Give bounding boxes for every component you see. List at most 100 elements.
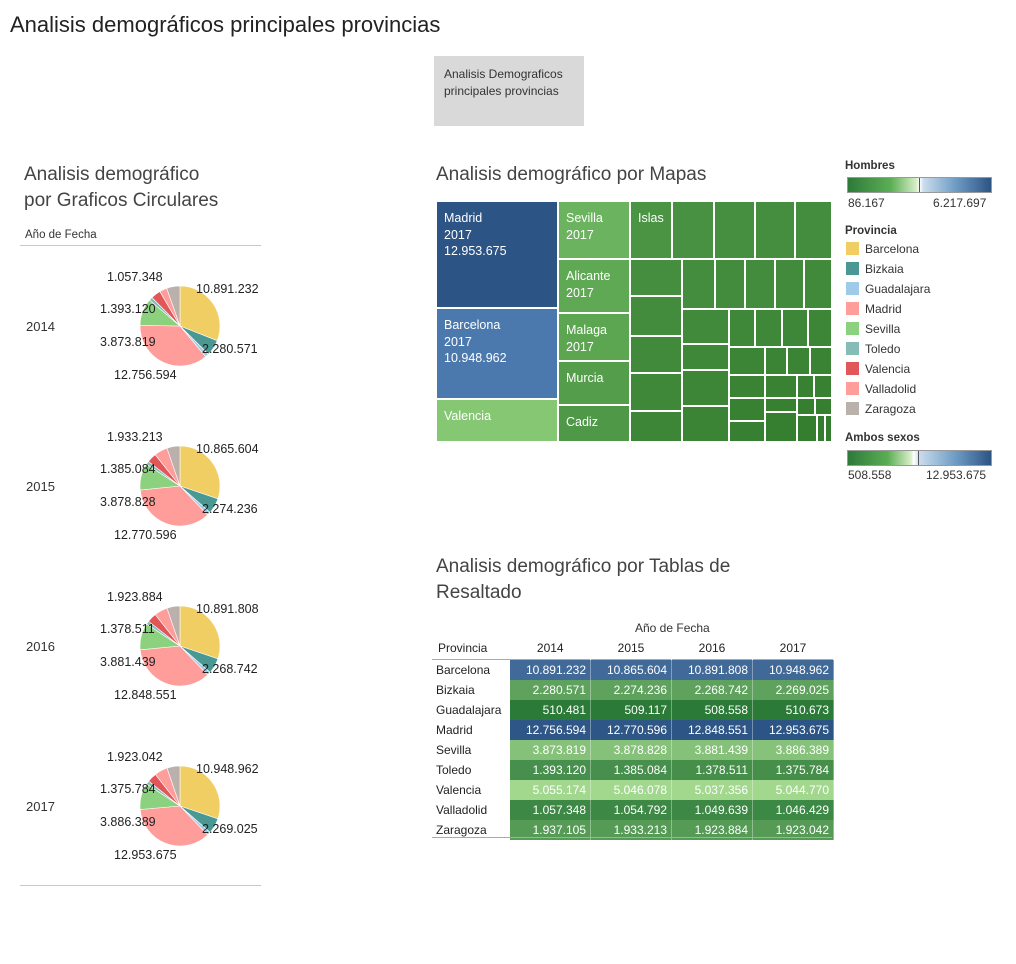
legend-provincia-item[interactable]: Zaragoza	[846, 401, 916, 417]
table-cell[interactable]: 1.057.348	[510, 800, 591, 820]
treemap-tile[interactable]	[782, 309, 808, 347]
pie-slice[interactable]	[139, 805, 209, 847]
treemap-tile[interactable]	[808, 309, 832, 347]
tile-sevilla[interactable]: Sevilla 2017	[558, 201, 630, 259]
table-cell[interactable]: 12.953.675	[752, 720, 834, 740]
treemap-tile[interactable]	[682, 259, 715, 309]
legend-provincia-item[interactable]: Madrid	[846, 301, 902, 317]
table-row[interactable]: Bizkaia 2.280.571 2.274.236 2.268.742 2.269.…	[432, 680, 834, 700]
table-cell[interactable]: 3.881.439	[671, 740, 753, 760]
treemap-tile[interactable]	[814, 375, 832, 398]
table-cell[interactable]: 508.558	[671, 700, 753, 720]
tile-islas[interactable]: Islas	[630, 201, 672, 259]
table-row[interactable]: Toledo 1.393.120 1.385.084 1.378.511 1.375.7…	[432, 760, 834, 780]
table-cell[interactable]: 1.046.429	[752, 800, 834, 820]
tile-malaga[interactable]: Malaga 2017	[558, 313, 630, 361]
treemap-tile[interactable]	[729, 421, 765, 442]
treemap-tile[interactable]	[630, 259, 682, 296]
legend-provincia-item[interactable]: Barcelona	[846, 241, 919, 257]
pie-chart[interactable]	[138, 444, 222, 528]
treemap-tile[interactable]	[682, 309, 729, 344]
tile-alicante[interactable]: Alicante 2017	[558, 259, 630, 313]
legend-provincia-item[interactable]: Sevilla	[846, 321, 900, 337]
treemap-tile[interactable]	[815, 398, 832, 415]
table-cell[interactable]: 2.274.236	[590, 680, 672, 700]
treemap-tile[interactable]	[755, 201, 795, 259]
pie-slice[interactable]	[166, 285, 181, 327]
table-cell[interactable]: 10.948.962	[752, 659, 834, 680]
table-row[interactable]: Valencia 5.055.174 5.046.078 5.037.356 5.044…	[432, 780, 834, 800]
pie-slice[interactable]	[179, 765, 221, 820]
pie-slice[interactable]	[179, 605, 221, 660]
treemap-tile[interactable]	[682, 406, 729, 442]
treemap-tile[interactable]	[630, 296, 682, 336]
tile-valencia[interactable]: Valencia	[436, 399, 558, 442]
treemap-tile[interactable]	[775, 259, 804, 309]
table-cell[interactable]: 510.481	[510, 700, 591, 720]
treemap-tile[interactable]	[729, 375, 765, 398]
table-cell[interactable]: 1.378.511	[671, 760, 753, 780]
table-cell[interactable]: 509.117	[590, 700, 672, 720]
treemap-tile[interactable]	[797, 415, 817, 442]
treemap-tile[interactable]	[817, 415, 825, 442]
table-cell[interactable]: 12.770.596	[590, 720, 672, 740]
table-row[interactable]: Barcelona 10.891.232 10.865.604 10.891.808 1…	[432, 659, 834, 680]
treemap-tile[interactable]	[804, 259, 832, 309]
treemap-tile[interactable]	[825, 415, 832, 442]
table-cell[interactable]: 12.848.551	[671, 720, 753, 740]
table-cell[interactable]: 5.046.078	[590, 780, 672, 800]
pie-slice[interactable]	[166, 605, 181, 647]
table-row[interactable]: Sevilla 3.873.819 3.878.828 3.881.439 3.886.…	[432, 740, 834, 760]
table-cell[interactable]: 1.385.084	[590, 760, 672, 780]
table-cell[interactable]: 3.873.819	[510, 740, 591, 760]
treemap-tile[interactable]	[797, 398, 815, 415]
tile-cadiz[interactable]: Cadiz	[558, 405, 630, 442]
treemap-tile[interactable]	[765, 347, 787, 375]
treemap-tile[interactable]	[787, 347, 810, 375]
treemap-tile[interactable]	[755, 309, 782, 347]
treemap-tile[interactable]	[714, 201, 755, 259]
treemap-tile[interactable]	[765, 398, 797, 412]
legend-provincia-item[interactable]: Bizkaia	[846, 261, 904, 277]
table-cell[interactable]: 2.268.742	[671, 680, 753, 700]
treemap-tile[interactable]	[810, 347, 832, 375]
legend-provincia-item[interactable]: Valladolid	[846, 381, 916, 397]
tile-madrid[interactable]: Madrid 2017 12.953.675	[436, 201, 558, 308]
table-row[interactable]: Valladolid 1.057.348 1.054.792 1.049.639 1.0…	[432, 800, 834, 820]
treemap-tile[interactable]	[630, 336, 682, 373]
legend-provincia-item[interactable]: Valencia	[846, 361, 910, 377]
treemap-tile[interactable]	[745, 259, 775, 309]
treemap-tile[interactable]	[672, 201, 714, 259]
table-cell[interactable]: 1.933.213	[590, 820, 672, 840]
treemap-tile[interactable]	[630, 373, 682, 411]
table-cell[interactable]: 1.375.784	[752, 760, 834, 780]
treemap-tile[interactable]	[765, 412, 797, 442]
table-cell[interactable]: 2.280.571	[510, 680, 591, 700]
table-cell[interactable]: 10.891.808	[671, 659, 753, 680]
table-row[interactable]: Madrid 12.756.594 12.770.596 12.848.551 12.9…	[432, 720, 834, 740]
pie-slice[interactable]	[166, 765, 181, 807]
table-cell[interactable]: 1.937.105	[510, 820, 591, 840]
treemap-tile[interactable]	[797, 375, 814, 398]
tile-murcia[interactable]: Murcia	[558, 361, 630, 405]
table-cell[interactable]: 1.923.042	[752, 820, 834, 840]
table-cell[interactable]: 2.269.025	[752, 680, 834, 700]
table-row[interactable]: Zaragoza 1.937.105 1.933.213 1.923.884 1.923…	[432, 820, 834, 840]
tile-barcelona[interactable]: Barcelona 2017 10.948.962	[436, 308, 558, 399]
pie-slice[interactable]	[166, 445, 181, 487]
table-cell[interactable]: 510.673	[752, 700, 834, 720]
table-cell[interactable]: 1.923.884	[671, 820, 753, 840]
treemap-tile[interactable]	[729, 309, 755, 347]
treemap-tile[interactable]	[715, 259, 745, 309]
table-cell[interactable]: 1.049.639	[671, 800, 753, 820]
table-cell[interactable]: 10.891.232	[510, 659, 591, 680]
table-cell[interactable]: 5.055.174	[510, 780, 591, 800]
table-cell[interactable]: 12.756.594	[510, 720, 591, 740]
pie-chart[interactable]	[138, 764, 222, 848]
treemap-tile[interactable]	[630, 411, 682, 442]
pie-slice[interactable]	[179, 445, 221, 500]
pie-slice[interactable]	[139, 325, 207, 367]
table-cell[interactable]: 1.054.792	[590, 800, 672, 820]
pie-chart[interactable]	[138, 604, 222, 688]
treemap-tile[interactable]	[682, 370, 729, 406]
